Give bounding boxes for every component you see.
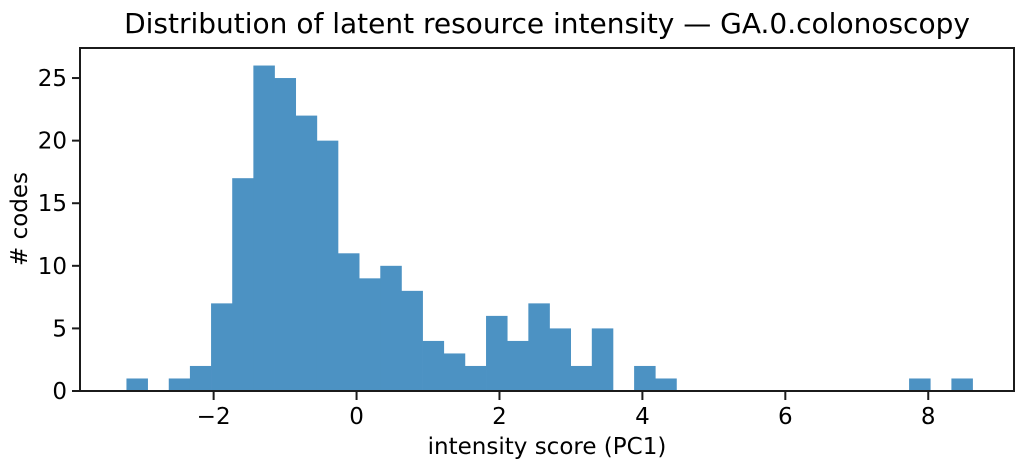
histogram-bar: [401, 290, 423, 391]
histogram-bar: [253, 65, 275, 391]
histogram-bar: [295, 115, 318, 391]
histogram-bar: [274, 78, 297, 391]
histogram-bar: [211, 303, 233, 391]
y-tick-label: 25: [38, 66, 67, 92]
y-tick-label: 10: [38, 254, 67, 280]
histogram-bar: [189, 365, 212, 391]
y-tick-label: 20: [38, 129, 67, 155]
histogram-bar: [337, 253, 360, 391]
histogram-bar: [909, 378, 931, 391]
y-tick-label: 0: [52, 379, 67, 405]
x-tick-label: −2: [197, 404, 231, 430]
histogram-bar: [316, 140, 339, 391]
plot-border: [79, 47, 1015, 392]
x-tick-label: 2: [492, 404, 507, 430]
histogram-bar: [951, 378, 973, 391]
histogram-bar: [422, 340, 445, 391]
x-tick-label: 8: [921, 404, 936, 430]
histogram-bar: [443, 353, 466, 391]
histogram-bar: [464, 365, 487, 391]
histogram-bar: [168, 378, 191, 391]
ticks-group: −2 0 2 4 6 8 0 5 10 15 20 25: [38, 66, 936, 430]
histogram-bar: [507, 340, 529, 391]
histogram-bar: [634, 365, 656, 391]
bars-group: [126, 65, 973, 391]
y-tick-label: 15: [38, 191, 67, 217]
chart-title: Distribution of latent resource intensit…: [124, 7, 970, 40]
histogram-bar: [549, 328, 571, 391]
histogram-bar: [591, 328, 614, 391]
x-tick-label: 6: [778, 404, 793, 430]
histogram-bar: [570, 365, 593, 391]
y-axis-label: # codes: [7, 172, 33, 266]
x-tick-label: 0: [349, 404, 364, 430]
histogram-bar: [380, 265, 402, 391]
x-tick-label: 4: [635, 404, 650, 430]
histogram-bar: [528, 303, 550, 391]
histogram-bar: [126, 378, 148, 391]
histogram-bar: [486, 315, 508, 391]
histogram-bar: [655, 378, 677, 391]
x-axis-label: intensity score (PC1): [428, 434, 667, 460]
y-tick-label: 5: [52, 316, 67, 342]
histogram-bar: [232, 178, 254, 391]
histogram-bar: [359, 278, 381, 391]
